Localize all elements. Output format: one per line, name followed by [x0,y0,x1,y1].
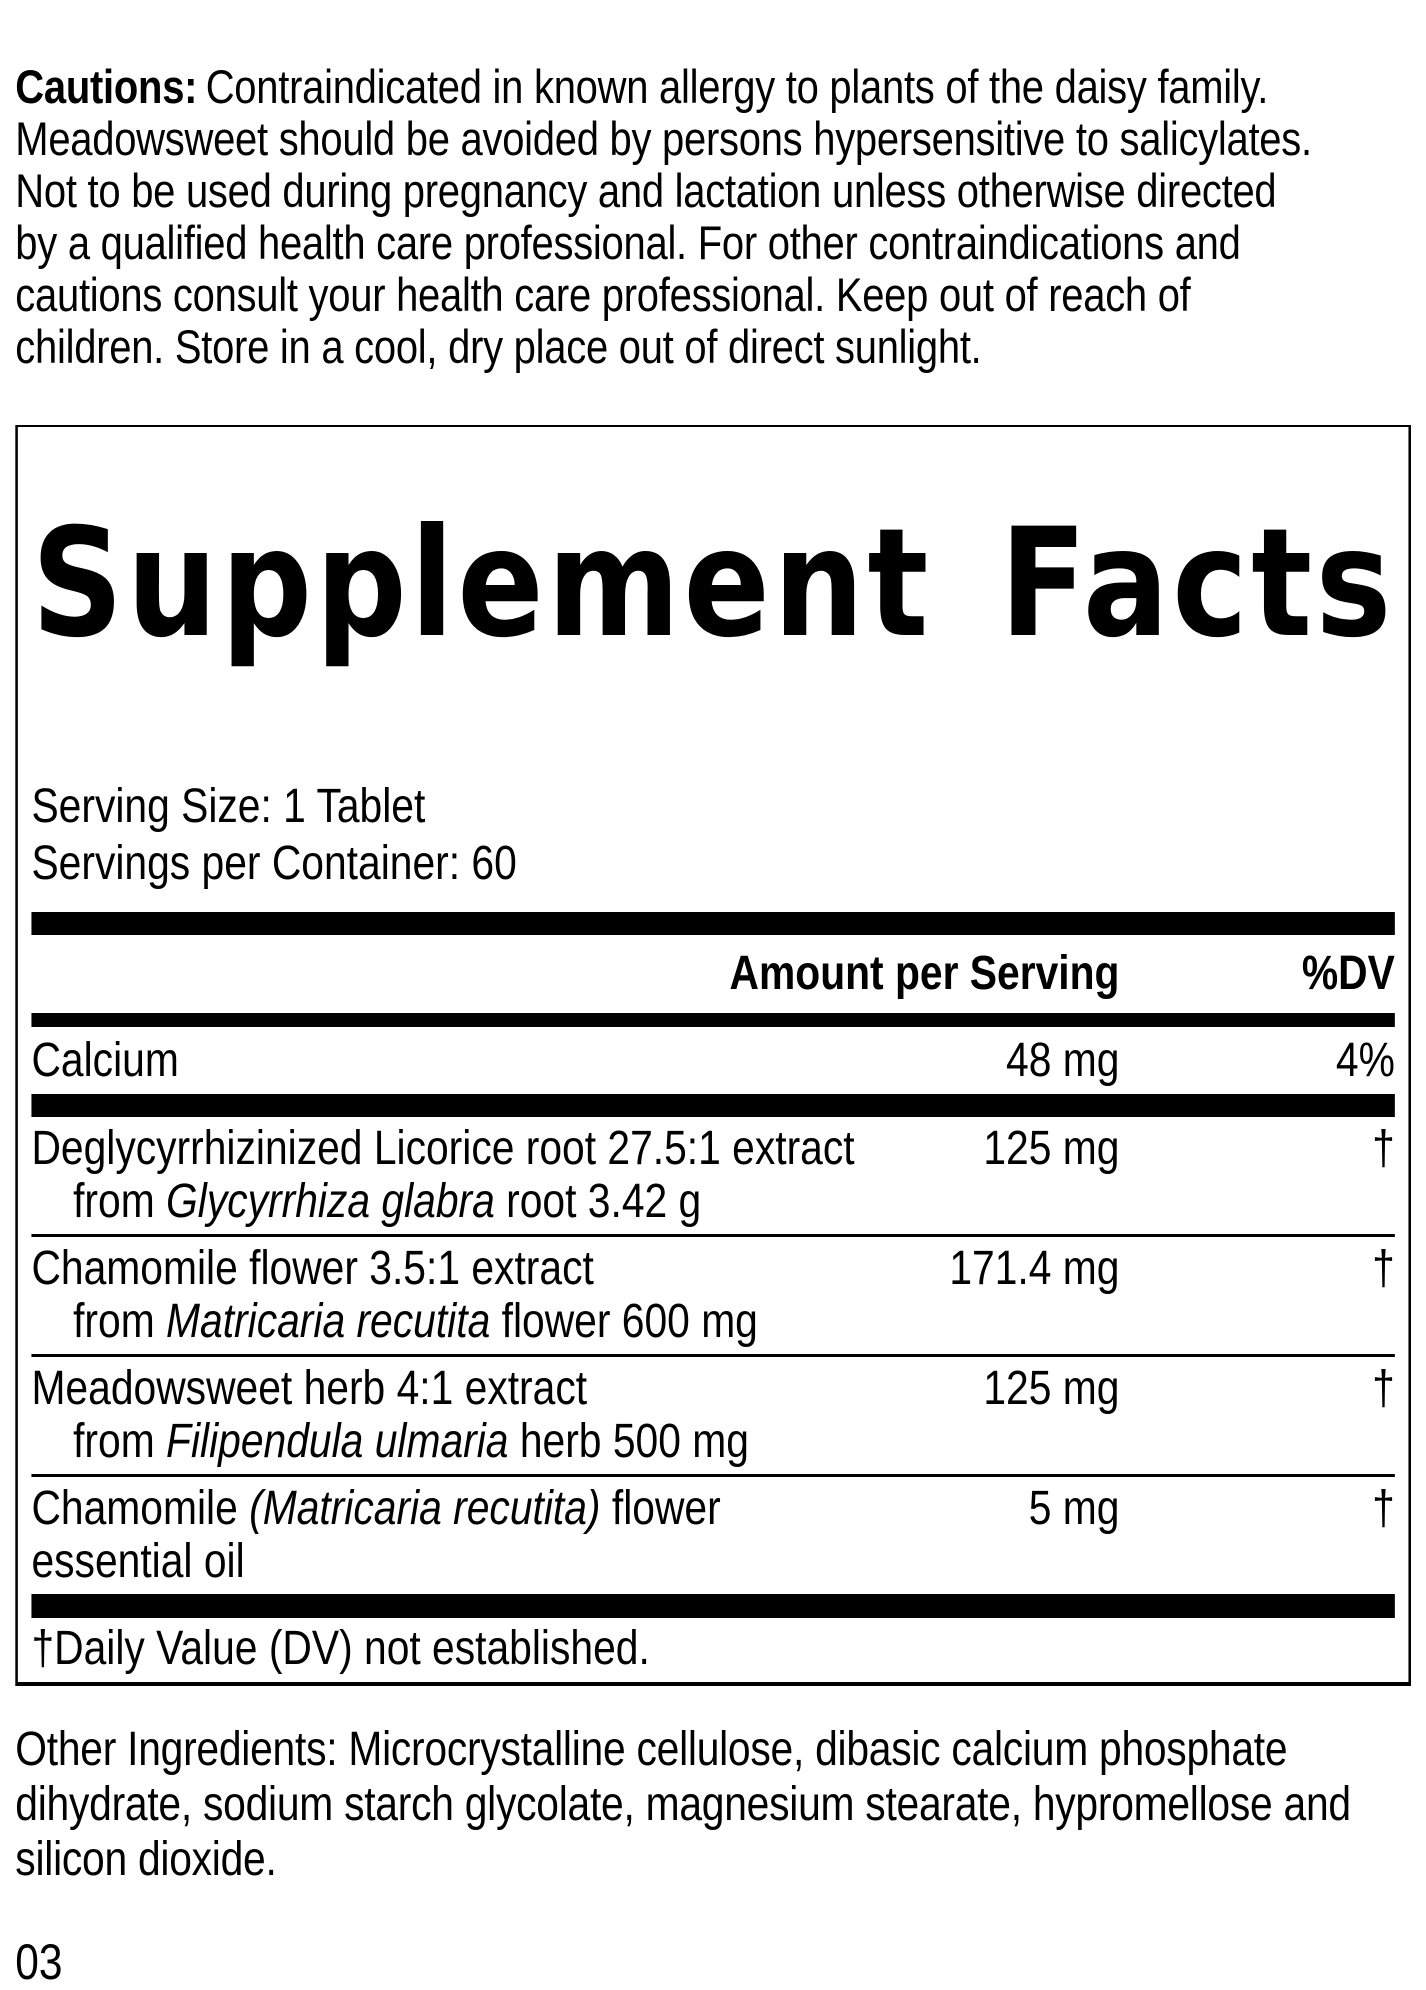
nutrient-amount: 171.4 mg [949,1242,1120,1295]
nutrient-name-line2: essential oil [31,1535,245,1588]
source-species: Filipendula ulmaria [166,1415,509,1468]
divider-bar-top [31,912,1395,935]
nutrient-amount: 48 mg [1006,1034,1120,1087]
table-row-calcium: Calcium 48 mg 4% [18,1027,1409,1094]
column-header-dv: %DV [1301,947,1395,1000]
cautions-label: Cautions: [15,60,198,113]
other-ingredients-line: Other Ingredients: Microcrystalline cell… [15,1723,1288,1776]
nutrient-source: from Matricaria recutita flower 600 mg [31,1295,1394,1348]
page-code: 03 [15,1934,63,1990]
nutrient-dv: † [1372,1242,1395,1295]
cautions-line: by a qualified health care professional.… [15,216,1241,269]
other-ingredients-line: dihydrate, sodium starch glycolate, magn… [15,1778,1351,1831]
nutrient-dv: † [1372,1122,1395,1175]
nutrient-name: Deglycyrrhizinized Licorice root 27.5:1 … [31,1122,855,1175]
nutrient-dv: † [1372,1362,1395,1415]
source-prefix: from [73,1175,167,1228]
source-prefix: from [73,1415,167,1468]
daily-value-footnote: †Daily Value (DV) not established. [31,1622,650,1675]
cautions-paragraph: Cautions: Contraindicated in known allerg… [15,61,1411,373]
source-species: Matricaria recutita [166,1295,491,1348]
divider-bar-header [31,1013,1395,1027]
cautions-line: Meadowsweet should be avoided by persons… [15,112,1312,165]
nutrient-dv: † [1372,1482,1395,1535]
table-row-licorice: Deglycyrrhizinized Licorice root 27.5:1 … [18,1117,1409,1234]
nutrient-source: from Glycyrrhiza glabra root 3.42 g [31,1175,1394,1228]
name-prefix: Chamomile [31,1482,250,1535]
cautions-line: children. Store in a cool, dry place out… [15,320,982,373]
nutrient-amount: 125 mg [983,1362,1120,1415]
nutrient-name: Calcium [31,1034,179,1087]
other-ingredients-paragraph: Other Ingredients: Microcrystalline cell… [15,1722,1411,1887]
row-separator [31,1234,1395,1237]
supplement-facts-panel: Supplement Facts Serving Size: 1 Tablet Se… [15,425,1411,1686]
nutrient-dv: 4% [1335,1034,1395,1087]
cautions-line: Cautions: Contraindicated in known allerg… [15,61,1411,113]
serving-info: Serving Size: 1 Tablet Servings per Conta… [18,778,1409,892]
cautions-line: Not to be used during pregnancy and lact… [15,164,1277,217]
column-header-amount: Amount per Serving [729,947,1120,1000]
nutrient-name: Meadowsweet herb 4:1 extract [31,1362,588,1415]
other-ingredients-line: silicon dioxide. [15,1833,277,1886]
table-row-chamomile-extract: Chamomile flower 3.5:1 extract from Matri… [18,1237,1409,1354]
label-page: Cautions: Contraindicated in known allerg… [0,61,1426,1990]
table-header-row: Amount per Serving %DV [18,935,1409,1013]
title-word-supplement: Supplement [31,496,932,671]
cautions-text: Contraindicated in known allergy to plan… [205,60,1269,113]
nutrient-name: Chamomile (Matricaria recutita) flower [31,1482,1394,1535]
nutrient-amount: 5 mg [1028,1482,1120,1535]
row-separator [31,1354,1395,1357]
divider-bar-calcium [31,1094,1395,1117]
source-suffix: herb 500 mg [508,1415,749,1468]
supplement-facts-title: Supplement Facts [18,496,1409,678]
cautions-line: cautions consult your health care profes… [15,268,1191,321]
divider-bar-footnote [31,1594,1395,1618]
row-separator [31,1474,1395,1477]
source-prefix: from [73,1295,167,1348]
table-row-chamomile-oil: Chamomile (Matricaria recutita) flower es… [18,1477,1409,1594]
nutrient-amount: 125 mg [983,1122,1120,1175]
source-suffix: flower 600 mg [490,1295,758,1348]
nutrient-source: from Filipendula ulmaria herb 500 mg [31,1415,1394,1468]
table-row-meadowsweet: Meadowsweet herb 4:1 extract from Filipen… [18,1357,1409,1474]
servings-per-container: Servings per Container: 60 [31,837,517,890]
source-suffix: root 3.42 g [494,1175,702,1228]
serving-size: Serving Size: 1 Tablet [31,780,426,833]
source-species: Glycyrrhiza glabra [166,1175,495,1228]
name-species: (Matricaria recutita) [249,1482,601,1535]
title-word-facts: Facts [999,496,1395,671]
name-suffix: flower [600,1482,721,1535]
nutrient-name: Chamomile flower 3.5:1 extract [31,1242,594,1295]
